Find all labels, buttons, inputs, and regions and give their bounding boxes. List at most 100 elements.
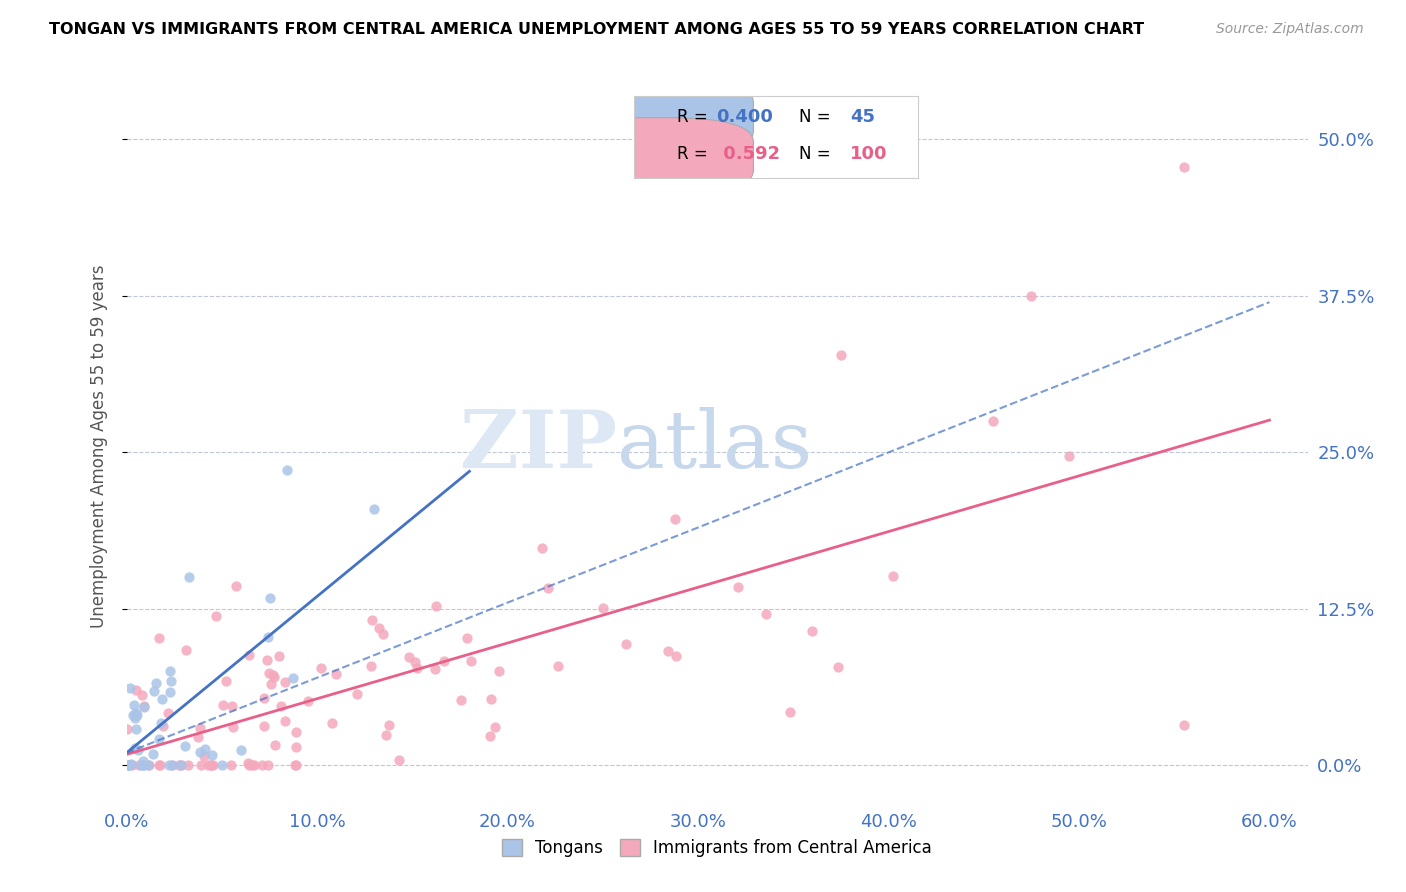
Point (188, 746, 211, 760)
Point (219, 758, 242, 772)
Point (152, 718, 174, 732)
Point (125, 706, 148, 721)
Point (132, 699, 155, 714)
Point (1173, 160, 1195, 174)
Point (479, 729, 502, 743)
Point (124, 711, 146, 725)
Point (263, 670, 285, 684)
Point (238, 758, 260, 772)
Point (256, 653, 278, 667)
Point (547, 658, 569, 673)
Point (373, 627, 395, 641)
Point (425, 599, 447, 613)
Point (187, 730, 209, 744)
Point (127, 708, 149, 723)
Point (122, 698, 145, 712)
Point (276, 463, 298, 477)
Point (190, 758, 212, 772)
Point (592, 601, 614, 615)
Point (148, 731, 170, 746)
Point (531, 541, 554, 555)
Point (346, 687, 368, 701)
Point (149, 716, 172, 731)
Text: Source: ZipAtlas.com: Source: ZipAtlas.com (1216, 22, 1364, 37)
Point (148, 631, 170, 645)
Point (190, 721, 212, 735)
Point (129, 758, 152, 772)
Point (614, 637, 637, 651)
Point (406, 661, 429, 675)
Point (882, 568, 904, 582)
Point (118, 758, 141, 772)
Point (450, 693, 472, 707)
Point (193, 749, 215, 764)
Point (117, 758, 139, 772)
Point (150, 692, 173, 706)
Point (200, 758, 222, 772)
Point (378, 717, 401, 731)
Point (160, 674, 183, 689)
Point (270, 698, 292, 713)
Point (257, 665, 280, 680)
Point (124, 740, 146, 755)
Text: ZIP: ZIP (460, 407, 617, 485)
Point (194, 742, 217, 756)
Point (201, 758, 224, 772)
Point (197, 758, 219, 772)
Point (830, 348, 852, 362)
Point (264, 739, 287, 753)
Point (274, 674, 297, 689)
Point (827, 660, 849, 674)
Point (138, 758, 160, 772)
Point (117, 758, 139, 772)
Point (361, 613, 384, 627)
Point (132, 758, 155, 772)
Point (160, 758, 183, 772)
Point (256, 758, 278, 772)
Point (274, 714, 297, 728)
Legend: Tongans, Immigrants from Central America: Tongans, Immigrants from Central America (494, 831, 941, 866)
Point (325, 667, 347, 681)
Point (211, 698, 233, 712)
Point (179, 569, 201, 583)
Point (159, 664, 181, 678)
Point (252, 758, 274, 772)
Point (128, 758, 150, 772)
Point (148, 758, 170, 772)
Point (267, 649, 290, 664)
Point (242, 758, 264, 772)
Point (260, 677, 283, 691)
Point (253, 719, 276, 733)
Point (368, 622, 391, 636)
Point (156, 706, 179, 721)
Y-axis label: Unemployment Among Ages 55 to 59 years: Unemployment Among Ages 55 to 59 years (90, 264, 108, 628)
Text: TONGAN VS IMMIGRANTS FROM CENTRAL AMERICA UNEMPLOYMENT AMONG AGES 55 TO 59 YEARS: TONGAN VS IMMIGRANTS FROM CENTRAL AMERIC… (49, 22, 1144, 37)
Point (253, 690, 276, 705)
Point (309, 661, 332, 675)
Point (229, 743, 252, 757)
Point (215, 673, 238, 688)
Point (257, 630, 280, 644)
Point (211, 758, 233, 772)
Point (398, 649, 420, 664)
Point (479, 692, 502, 706)
Point (177, 758, 200, 772)
Point (456, 631, 478, 645)
Point (157, 758, 180, 772)
Point (433, 654, 456, 668)
Point (259, 591, 281, 605)
Point (460, 655, 482, 669)
Point (170, 758, 193, 772)
Point (127, 742, 149, 756)
Point (125, 722, 148, 736)
Point (124, 707, 146, 722)
Point (981, 414, 1004, 428)
Point (755, 607, 778, 621)
Point (205, 608, 228, 623)
Point (657, 644, 679, 658)
Point (174, 739, 197, 753)
Text: atlas: atlas (617, 407, 811, 485)
Point (664, 512, 686, 526)
Point (118, 758, 141, 772)
Point (425, 661, 447, 675)
